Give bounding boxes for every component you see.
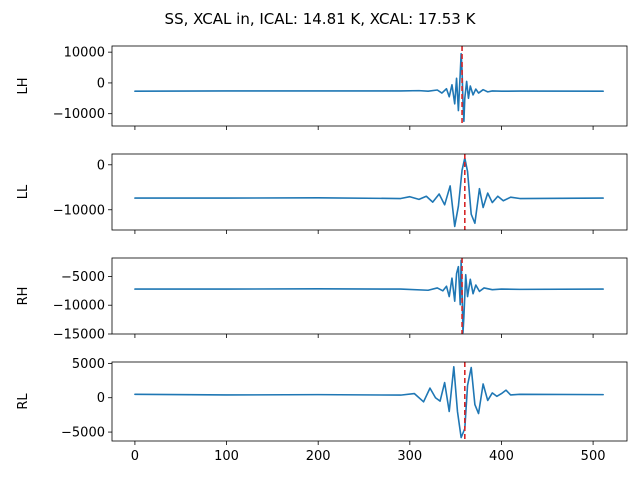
- subplots: 100000−10000LH0−10000LL−5000−10000−15000…: [16, 45, 628, 464]
- y-tick-label: −10000: [53, 107, 105, 122]
- series-line-rh: [134, 259, 604, 334]
- y-tick-label: 10000: [64, 46, 105, 61]
- subplot-lh: 10000 0 −10000 LH: [16, 45, 628, 130]
- y-tick-label: −10000: [53, 203, 105, 218]
- x-tick-label: 400: [489, 449, 514, 464]
- axes-frame-ll: [111, 153, 628, 231]
- series-line-ll: [134, 157, 604, 228]
- y-tick-label: 5000: [72, 357, 105, 372]
- y-tick-label: 0: [97, 76, 105, 91]
- series-line-lh: [134, 52, 604, 123]
- subplot-ll: 0 −10000 LL: [16, 153, 628, 234]
- axes-frame-rl: [111, 361, 628, 442]
- x-tick-label: 100: [214, 449, 239, 464]
- y-axis-label: RH: [16, 287, 31, 306]
- y-tick-label: −10000: [53, 299, 105, 314]
- y-axis-label: LL: [16, 184, 31, 199]
- x-tick-label: 200: [306, 449, 331, 464]
- x-tick-label: 0: [131, 449, 139, 464]
- y-axis-label: RL: [16, 393, 31, 410]
- figure-title: SS, XCAL in, ICAL: 14.81 K, XCAL: 17.53 …: [165, 10, 477, 28]
- y-axis-label: LH: [16, 77, 31, 94]
- y-tick-label: −15000: [53, 328, 105, 343]
- y-tick-label: 0: [97, 158, 105, 173]
- x-tick-label: 300: [397, 449, 422, 464]
- y-tick-label: −5000: [61, 426, 105, 441]
- subplot-rh: −5000 −10000 −15000 RH: [16, 257, 628, 343]
- axes-frame-lh: [111, 45, 628, 127]
- series-line-rl: [134, 366, 604, 439]
- subplot-rl: 5000 0 −5000 RL 0 100 200 300 400 500: [16, 357, 628, 464]
- y-tick-label: 0: [97, 391, 105, 406]
- axes-frame-rh: [111, 257, 628, 335]
- x-tick-label: 500: [581, 449, 606, 464]
- y-tick-label: −5000: [61, 270, 105, 285]
